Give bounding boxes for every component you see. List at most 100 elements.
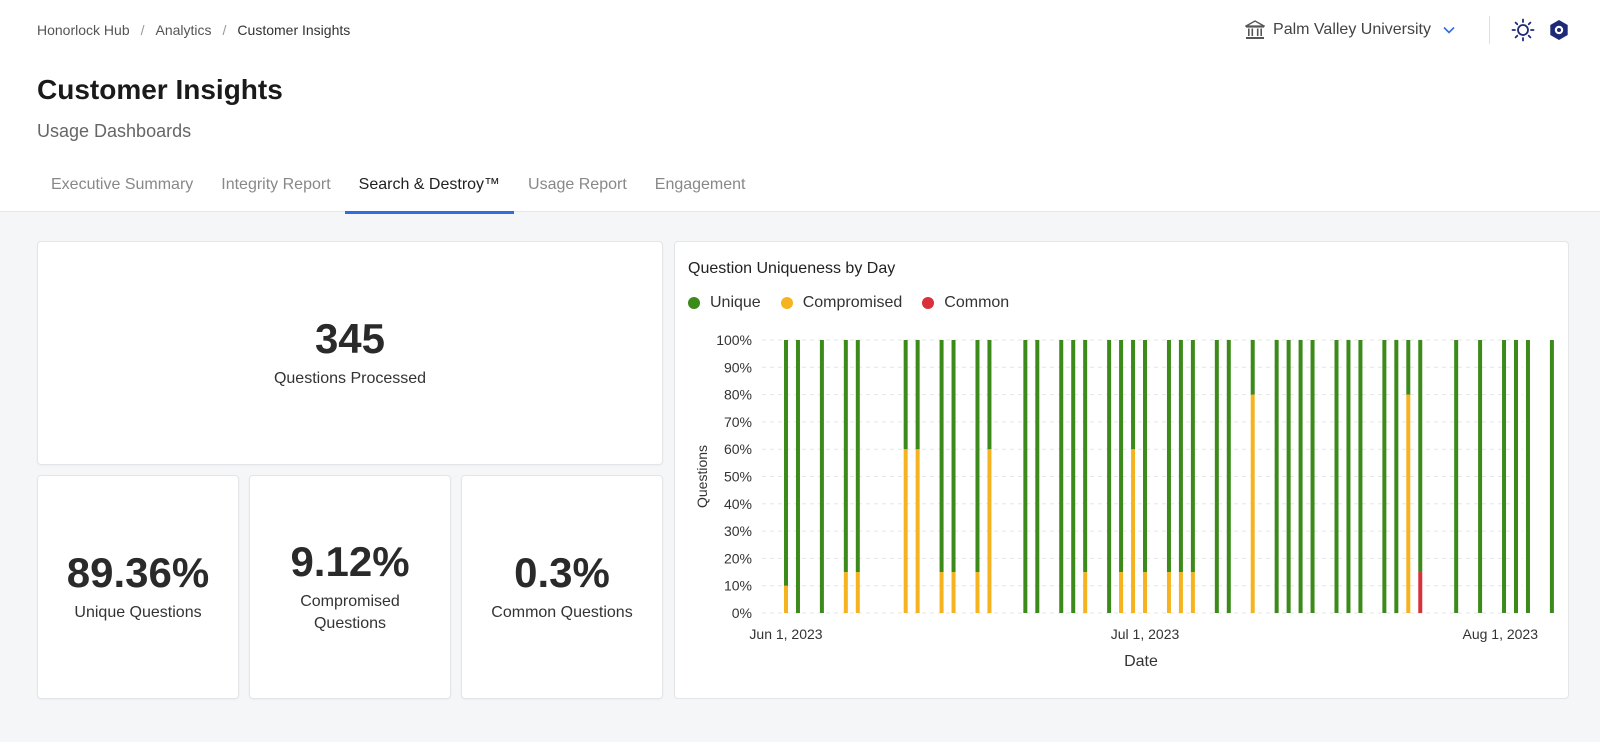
legend-dot-common [922,297,935,309]
bar-segment-compromised [903,449,908,613]
compromised-label-line2: Questions [313,615,387,633]
breadcrumb: Honorlock Hub / Analytics / Customer Ins… [37,22,350,38]
bar-segment-unique [1358,340,1363,613]
tab-bar: Executive Summary Integrity Report Searc… [37,166,760,214]
org-selector[interactable]: Palm Valley University [1245,20,1463,40]
bar-segment-compromised [915,449,920,613]
y-tick-label: 80% [724,387,752,403]
bar-segment-compromised [843,572,848,613]
bar-segment-compromised [1119,572,1124,613]
chart-title: Question Uniqueness by Day [688,260,896,277]
bar-segment-compromised [1166,572,1171,613]
legend-dot-compromised [780,297,793,309]
common-questions-value: 0.3% [514,548,610,596]
breadcrumb-item-analytics[interactable]: Analytics [155,22,212,38]
x-tick-label: Aug 1, 2023 [1462,626,1538,642]
y-tick-label: 30% [724,523,752,539]
bar-segment-unique [843,340,848,573]
bar-segment-compromised [1178,572,1183,613]
questions-processed-card: 345 Questions Processed [37,241,663,465]
bar-segment-unique [1226,340,1231,613]
compromised-questions-value: 9.12% [290,537,410,585]
bar-segment-unique [1394,340,1399,613]
compromised-label-line1: Compromised [300,592,400,610]
unique-questions-card: 89.36% Unique Questions [37,475,239,699]
y-tick-label: 10% [724,578,752,594]
bar-segment-unique [987,340,992,450]
tab-engagement[interactable]: Engagement [654,176,746,193]
common-questions-card: 0.3% Common Questions [461,475,663,699]
chevron-down-icon [1443,26,1455,34]
legend-label-common: Common [944,294,1010,311]
bar-segment-unique [1478,340,1483,613]
unique-questions-label: Unique Questions [74,603,202,621]
bar-segment-unique [1250,340,1255,395]
breadcrumb-separator: / [140,22,145,38]
bar-segment-unique [1382,340,1387,613]
bar-segment-unique [1178,340,1183,573]
bar-segment-unique [1286,340,1291,613]
bar-segment-compromised [1143,572,1148,613]
x-tick-label: Jul 1, 2023 [1111,626,1180,642]
bar-segment-unique [1298,340,1303,613]
legend-dot-unique [688,297,700,309]
tab-search-destroy[interactable]: Search & Destroy™ [344,166,515,214]
y-tick-label: 90% [724,359,752,375]
bar-segment-unique [795,340,800,613]
page-title: Customer Insights [37,74,283,105]
common-questions-label: Common Questions [491,603,633,621]
y-tick-label: 70% [724,414,752,430]
bar-segment-unique [1071,340,1076,613]
questions-processed-value: 345 [314,314,386,362]
y-tick-label: 20% [724,550,752,566]
bar-segment-unique [939,340,944,573]
bar-segment-unique [1143,340,1148,573]
bar-segment-compromised [951,572,956,613]
institution-icon [1245,20,1266,39]
y-axis-label: Questions [694,445,710,508]
y-tick-label: 100% [716,332,752,348]
x-tick-label: Jun 1, 2023 [749,626,822,642]
bar-segment-unique [903,340,908,450]
bar-segment-unique [1083,340,1088,573]
bar-segment-unique [1310,340,1315,613]
bar-segment-unique [1107,340,1112,613]
bar-segment-unique [1023,340,1028,613]
bar-segment-unique [1346,340,1351,613]
bar-segment-compromised [1406,394,1411,613]
bar-segment-compromised [1083,572,1088,613]
y-tick-label: 60% [724,441,752,457]
bar-segment-unique [1525,340,1530,613]
compromised-questions-label: Compromised Questions [300,591,400,636]
bar-segment-unique [1059,340,1064,613]
legend-label-compromised: Compromised [802,294,903,311]
bar-segment-unique [1454,340,1459,613]
bar-segment-unique [1406,340,1411,395]
bar-segment-compromised [987,449,992,613]
tab-usage-report[interactable]: Usage Report [528,176,627,193]
header-actions: Palm Valley University [1245,16,1572,44]
breadcrumb-item-hub[interactable]: Honorlock Hub [37,22,130,38]
bar-segment-unique [951,340,956,573]
bar-segment-unique [1514,340,1518,613]
theme-toggle-button[interactable] [1510,17,1536,43]
settings-button[interactable] [1546,17,1572,43]
bar-segment-unique [819,340,824,613]
bar-segment-unique [855,340,860,573]
legend-item-unique[interactable]: Unique [688,294,761,312]
legend-item-compromised[interactable]: Compromised [780,294,903,312]
tab-integrity-report[interactable]: Integrity Report [221,176,331,193]
bar-segment-unique [1166,340,1171,573]
bar-segment-unique [1131,340,1136,450]
header-divider [1489,16,1490,44]
x-axis-label: Date [1124,653,1158,670]
y-tick-label: 0% [732,605,752,621]
page-subtitle: Usage Dashboards [37,121,192,141]
tab-executive-summary[interactable]: Executive Summary [51,176,194,193]
gear-icon [1550,20,1568,40]
questions-processed-label: Questions Processed [273,369,427,387]
bar-segment-compromised [1131,449,1136,613]
bar-segment-compromised [855,572,860,613]
legend-item-common[interactable]: Common [922,294,1009,312]
bar-segment-unique [1418,340,1423,573]
